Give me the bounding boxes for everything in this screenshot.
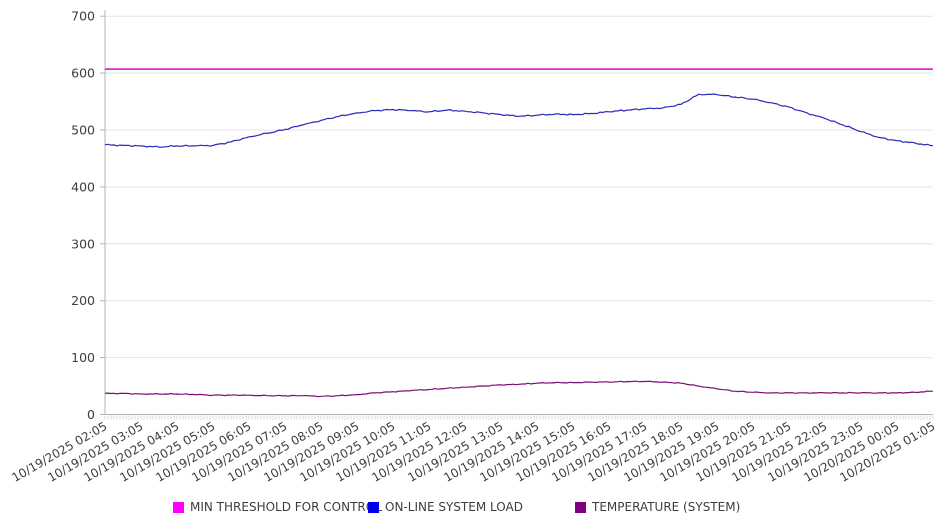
y-axis-label: 600 [71, 66, 95, 81]
y-axis-ticks [100, 15, 105, 415]
series-line-1 [104, 93, 934, 148]
legend-swatch-min-threshold [173, 501, 184, 513]
y-axis-label: 100 [71, 350, 95, 365]
y-axis-label: 500 [71, 123, 95, 138]
y-gridlines [105, 15, 933, 359]
y-axis-label: 400 [71, 179, 95, 194]
y-axis-label: 700 [71, 9, 95, 24]
y-axis-label: 200 [71, 293, 95, 308]
legend-item-temperature[interactable]: TEMPERATURE (SYSTEM) [575, 500, 740, 514]
y-axis-label: 0 [87, 407, 95, 422]
legend-swatch-temperature [575, 501, 586, 513]
legend-item-system-load[interactable]: ON-LINE SYSTEM LOAD [368, 500, 523, 514]
legend-item-min-threshold[interactable]: MIN THRESHOLD FOR CONTROL [173, 500, 382, 514]
y-axis-labels: 0 100 200 300 400 500 600 700 [71, 9, 95, 422]
x-axis-minor-ticks [104, 415, 934, 420]
y-axis-label: 300 [71, 236, 95, 251]
legend-swatch-system-load [368, 501, 379, 513]
series-line-2 [104, 380, 934, 398]
legend-label-min-threshold: MIN THRESHOLD FOR CONTROL [190, 500, 382, 514]
legend-label-temperature: TEMPERATURE (SYSTEM) [592, 500, 741, 514]
legend-label-system-load: ON-LINE SYSTEM LOAD [385, 500, 523, 514]
